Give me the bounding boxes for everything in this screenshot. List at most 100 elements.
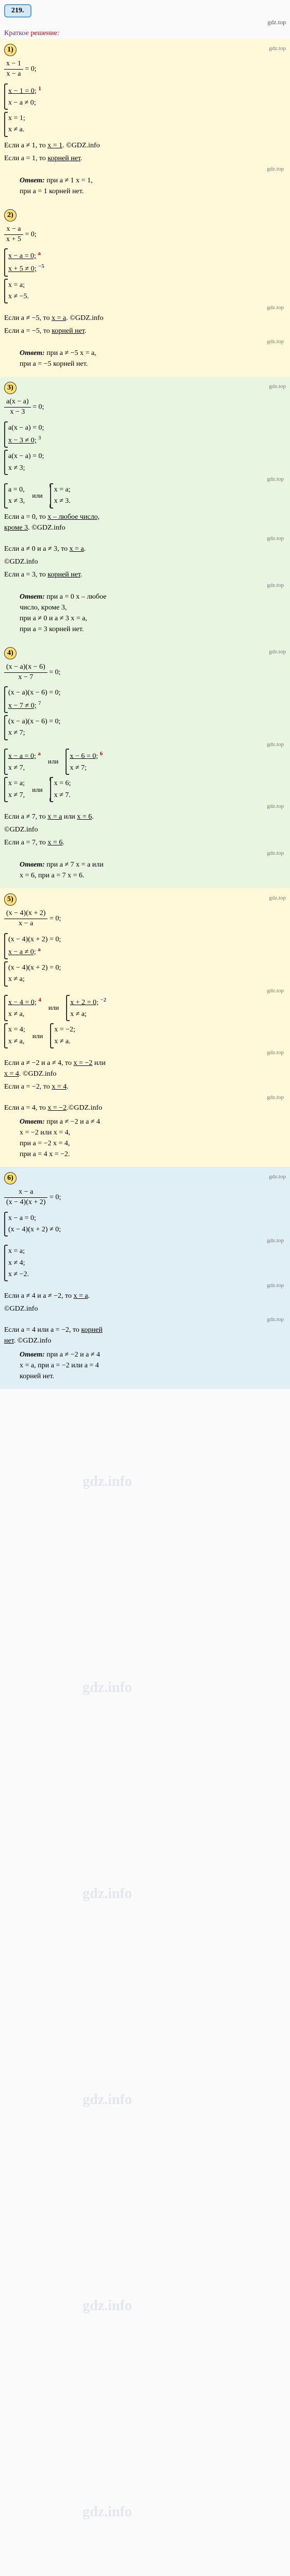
s6-line1: Если a ≠ 4 и a ≠ −2, то x = a. [4,1291,286,1301]
t: Если [4,1104,21,1112]
s6-line2: Если a = 4 или a = −2, то корнейнет. ©GD… [4,1325,286,1346]
s1-rhs: = 0; [23,65,37,73]
t: a ≠ 0 [21,545,36,553]
t: . [80,571,83,579]
wm-7: gdz.info [83,1473,132,1490]
t: x = 4; [8,1024,25,1036]
s3-alt: a = 0, x ≠ 3, или x = a; x ≠ 3. [4,482,286,510]
section-3: 3) gdz.top a(x − a)x − 3 = 0; a(x − a) =… [0,377,290,642]
exercise-number: 219. [4,4,31,18]
t: x ≠ 7. [54,790,71,801]
answer-label: Ответ: [20,177,45,184]
t: при a ≠ −5 x = a, [45,349,96,357]
gtop: gdz.top [4,1238,284,1244]
ann-7: 7 [38,700,41,706]
s2-sys2: x = a; x ≠ −5. [4,280,29,303]
t: или [92,1059,105,1067]
gtop: gdz.top [4,338,284,345]
t: a = 3 [21,571,36,579]
gtop: gdz.top [4,582,284,588]
t: при a = −5 корней нет. [20,360,88,368]
s2-line2: Если a = −5, то корней нет. [4,326,286,336]
t: , то [36,813,47,821]
t: при a = 1 корней нет. [20,188,84,195]
s6-sys2: x = a; x ≠ 4; x ≠ −2. [4,1246,29,1280]
s3-equation: a(x − a)x − 3 = 0; [4,397,286,417]
t: x = 6 [77,813,92,821]
s5-line2: Если a = −2, то x = 4. [4,1081,286,1092]
t: x − 6 = 0; [70,752,98,760]
s4-alt1-b: x − 6 = 0; 6 x ≠ 7; [66,750,103,774]
t: , то [40,1083,52,1091]
t: a ≠ 4 [21,1292,36,1300]
gtop: gdz.top [4,1049,284,1056]
s1-sys1-a: x − 1 = 0; [8,87,37,95]
t: . [80,155,83,162]
t: a = 4 [21,1326,36,1334]
wm-9: gdz.info [83,1886,132,1902]
t: Если [4,1326,21,1334]
or-label: или [32,492,42,500]
s5-alt2-b: x = −2; x ≠ a. [50,1024,75,1047]
t: (x − a)(x − 6) [4,663,47,673]
t: x − 3 [4,408,31,417]
t: , то [61,1292,73,1300]
t: x = a [52,314,66,322]
t: x = −2 [73,1059,92,1067]
answer-label: Ответ: [20,593,45,601]
t: x − 4 = 0; [8,998,37,1006]
s4-line1: Если a ≠ 7, то x = a или x = 6. [4,811,286,822]
gtop: gdz.top [4,535,284,541]
s1-frac-num: x − 1 [4,59,23,70]
gtop: gdz.top [4,1282,284,1289]
t: a ≠ 7 [21,813,36,821]
t: Если [4,142,21,149]
t: x + 5 ≠ 0; [8,265,36,273]
wm-11: gdz.info [83,2298,132,2314]
s3-sys1: a(x − a) = 0; x − 3 ≠ 0; 3 [4,422,44,447]
t: a = 7 [21,839,36,846]
t: . [67,1083,69,1091]
s5-line1: Если a ≠ −2 и a ≠ 4, то x = −2 илиx = 4.… [4,1058,286,1079]
section-6-number: 6) [4,1172,17,1184]
s4-alt1: x − a = 0; a x ≠ 7, или x − 6 = 0; 6 x ≠… [4,748,286,776]
or-label: или [49,1004,59,1012]
s6-equation: x − a(x − 4)(x + 2) = 0; [4,1188,286,1208]
t: корней нет [52,327,85,335]
t: Если [4,571,21,579]
t: a ≠ −2 [21,1059,40,1067]
s3-line-c: ©GDZ.info [4,556,286,567]
t: при a ≠ 7 x = a или [45,861,104,869]
t: a(x − a) [4,397,31,408]
t: при a ≠ 0 и a ≠ 3 x = a, [20,615,87,622]
t: или [36,1326,51,1334]
t: a = 0 [21,513,36,521]
answer-label: Ответ: [20,1118,45,1126]
ann-1: 1 [38,86,41,92]
s5-answer: Ответ: при a ≠ −2 и a ≠ 4 x = −2 или x =… [20,1116,286,1160]
s5-sys1: (x − 4)(x + 2) = 0; x − a ≠ 0; a [4,934,61,958]
s4-sys2: (x − a)(x − 6) = 0; x ≠ 7; [4,716,60,739]
s4-line-c: ©GDZ.info [4,824,286,835]
t: x − 7 ≠ 0; [8,702,36,710]
t: корней нет [47,155,80,162]
t: , то [36,839,47,846]
t: a = −2 [51,1326,69,1334]
t: , то [36,155,47,162]
intro-red: решение: [30,29,59,37]
t: , то [40,314,52,322]
t: = 0; [31,403,44,411]
wm-12: gdz.info [83,2504,132,2520]
t: = 0; [47,1193,61,1201]
t: x ≠ a; [8,974,61,985]
t: x = a [47,813,62,821]
t: x − a [4,919,47,929]
t: . [85,327,87,335]
t: x = 6, при a = 7 x = 6. [20,872,84,879]
s5-alt2: x = 4; x ≠ a, или x = −2; x ≠ a. [4,1022,286,1049]
s6-answer: Ответ: при a ≠ −2 и a ≠ 4 x = a, при a =… [20,1349,286,1382]
s1-line2: Если a = 1, то корней нет. [4,153,286,164]
t: x = −2; [54,1024,75,1036]
or-label: или [48,757,58,766]
t: , то [69,1326,81,1334]
